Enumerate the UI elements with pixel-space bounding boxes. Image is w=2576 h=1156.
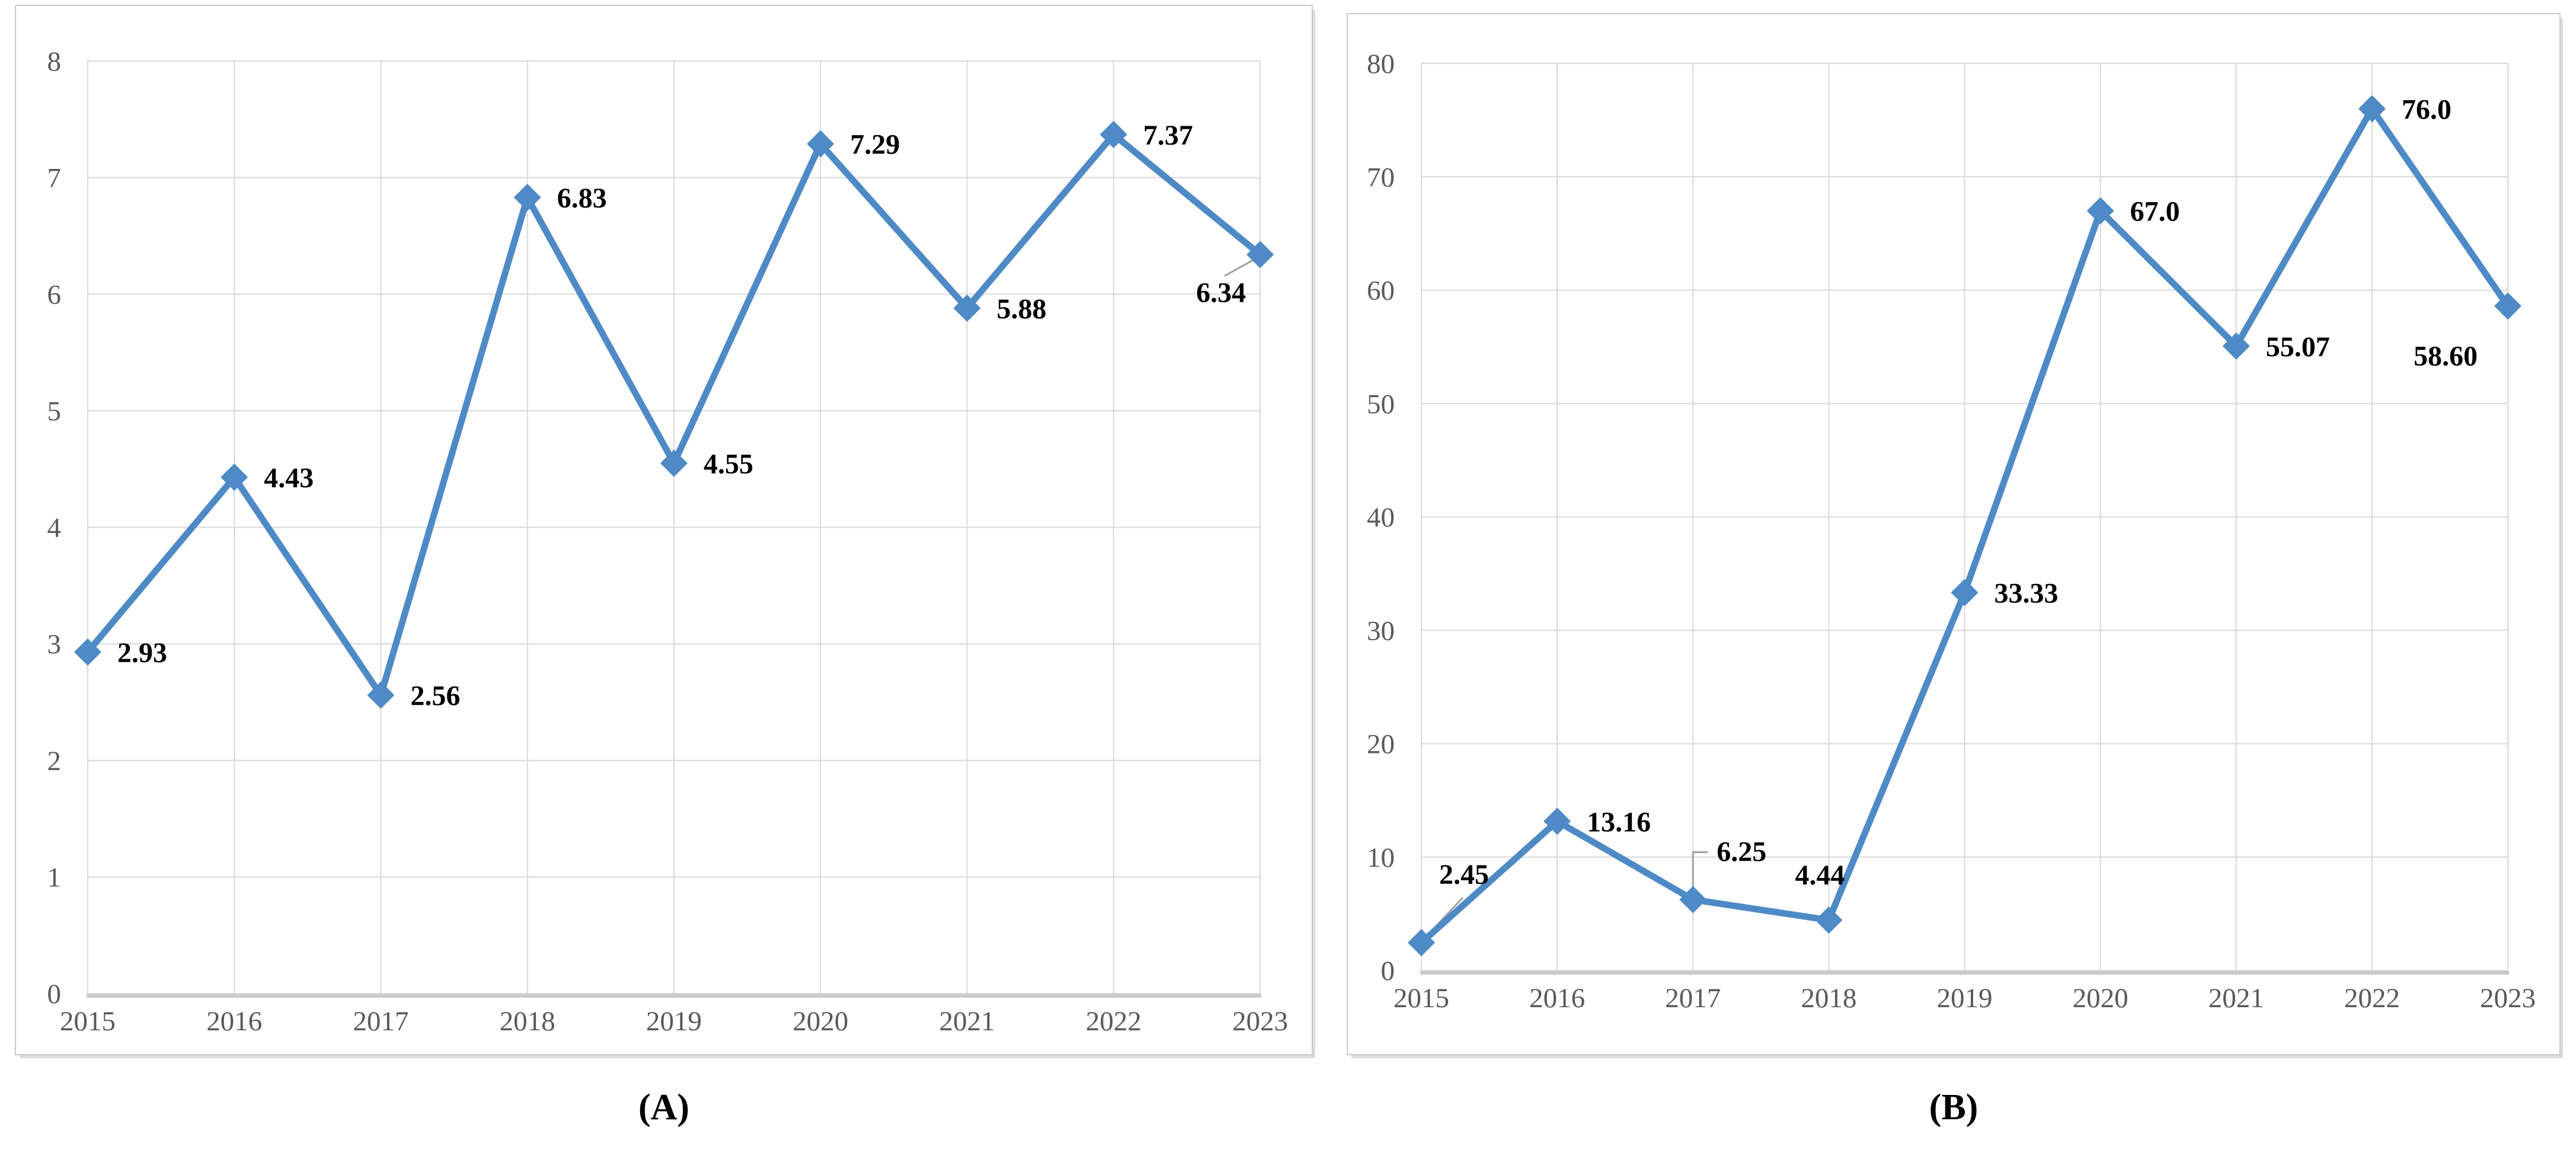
caption-a: (A) [15,1078,1313,1137]
y-tick-label: 1 [47,862,62,893]
y-tick-label: 3 [47,629,62,660]
x-tick-label: 2015 [1394,983,1449,1014]
data-point-marker [1951,579,1979,606]
x-tick-label: 2019 [1937,983,1993,1014]
caption-b: (B) [1347,1078,2561,1137]
data-label: 13.16 [1587,806,1651,838]
y-tick-label: 0 [47,979,62,1010]
x-tick-label: 2017 [353,1006,409,1037]
x-tick-label: 2018 [500,1006,555,1037]
y-tick-label: 4 [47,513,62,544]
data-label: 33.33 [1995,578,2059,609]
x-tick-label: 2021 [2209,983,2264,1014]
label-leader-line [1224,257,1257,277]
data-label: 76.0 [2402,94,2452,126]
y-tick-label: 7 [47,163,62,194]
y-tick-label: 60 [1367,276,1395,306]
data-point-marker [74,638,101,666]
data-label: 4.55 [704,448,753,480]
data-point-marker [953,294,981,322]
x-tick-label: 2023 [2480,983,2536,1014]
plot-area-border [1421,63,2508,971]
data-point-marker [660,449,688,477]
data-point-marker [2494,292,2521,320]
y-tick-label: 20 [1367,729,1395,760]
data-point-marker [1408,929,1435,957]
x-tick-label: 2019 [646,1006,702,1037]
x-tick-label: 2022 [1086,1006,1142,1037]
data-label: 2.56 [411,681,461,712]
x-tick-label: 2016 [206,1006,262,1037]
y-tick-label: 40 [1367,502,1395,533]
x-tick-label: 2017 [1665,983,1721,1014]
chart-panel-a [15,5,1313,1055]
data-label: 7.37 [1143,120,1193,151]
x-tick-label: 2022 [2344,983,2400,1014]
data-point-marker [1679,886,1707,914]
data-point-marker [1100,120,1127,148]
data-point-marker [1815,906,1843,934]
data-point-marker [513,184,541,212]
data-label: 67.0 [2130,196,2180,228]
chart-panel-b [1347,13,2561,1055]
x-tick-label: 2020 [792,1006,848,1037]
x-tick-label: 2023 [1232,1006,1288,1037]
data-point-marker [367,681,395,709]
data-label: 5.88 [997,293,1047,325]
chart-a: 0 1 2 3 4 5 6 7 8 2015 2016 2017 2018 2019 2020 2021 202… [47,46,1289,1037]
data-point-marker [1247,241,1274,269]
y-tick-label: 8 [47,46,62,77]
y-tick-label: 10 [1367,842,1395,873]
data-point-marker [1543,807,1571,835]
y-tick-label: 30 [1367,615,1395,646]
chart-b: 0 10 20 30 40 50 60 70 80 2015 2016 2017 2018 2019 202… [1367,49,2536,1014]
data-point-marker [220,463,248,491]
y-tick-label: 0 [1381,956,1395,986]
x-tick-label: 2020 [2073,983,2128,1014]
y-tick-label: 70 [1367,162,1395,193]
data-label: 55.07 [2266,331,2330,363]
data-point-marker [2086,197,2114,225]
x-tick-label: 2015 [60,1006,116,1037]
data-point-marker [2358,95,2386,123]
data-label: 7.29 [850,129,900,161]
data-label: 6.83 [557,183,607,214]
data-label: 6.34 [1196,277,1246,308]
y-tick-label: 80 [1367,49,1395,79]
y-tick-label: 5 [47,396,62,427]
x-tick-label: 2016 [1529,983,1585,1014]
plot-area-border [87,60,1261,994]
data-label: 4.44 [1795,860,1845,891]
data-label: 6.25 [1717,836,1766,867]
data-point-marker [2222,332,2250,360]
y-tick-label: 50 [1367,389,1395,420]
x-tick-label: 2018 [1801,983,1856,1014]
y-tick-label: 2 [47,746,62,777]
data-label: 2.45 [1439,859,1489,890]
x-tick-label: 2021 [939,1006,995,1037]
caption-b-text: (B) [1929,1087,1979,1128]
data-point-marker [807,130,835,158]
y-tick-label: 6 [47,279,62,310]
data-label: 2.93 [117,637,167,669]
label-leader-elbow [1692,851,1708,890]
data-label: 58.60 [2414,340,2478,372]
caption-a-text: (A) [638,1087,690,1128]
data-label: 4.43 [264,462,314,494]
